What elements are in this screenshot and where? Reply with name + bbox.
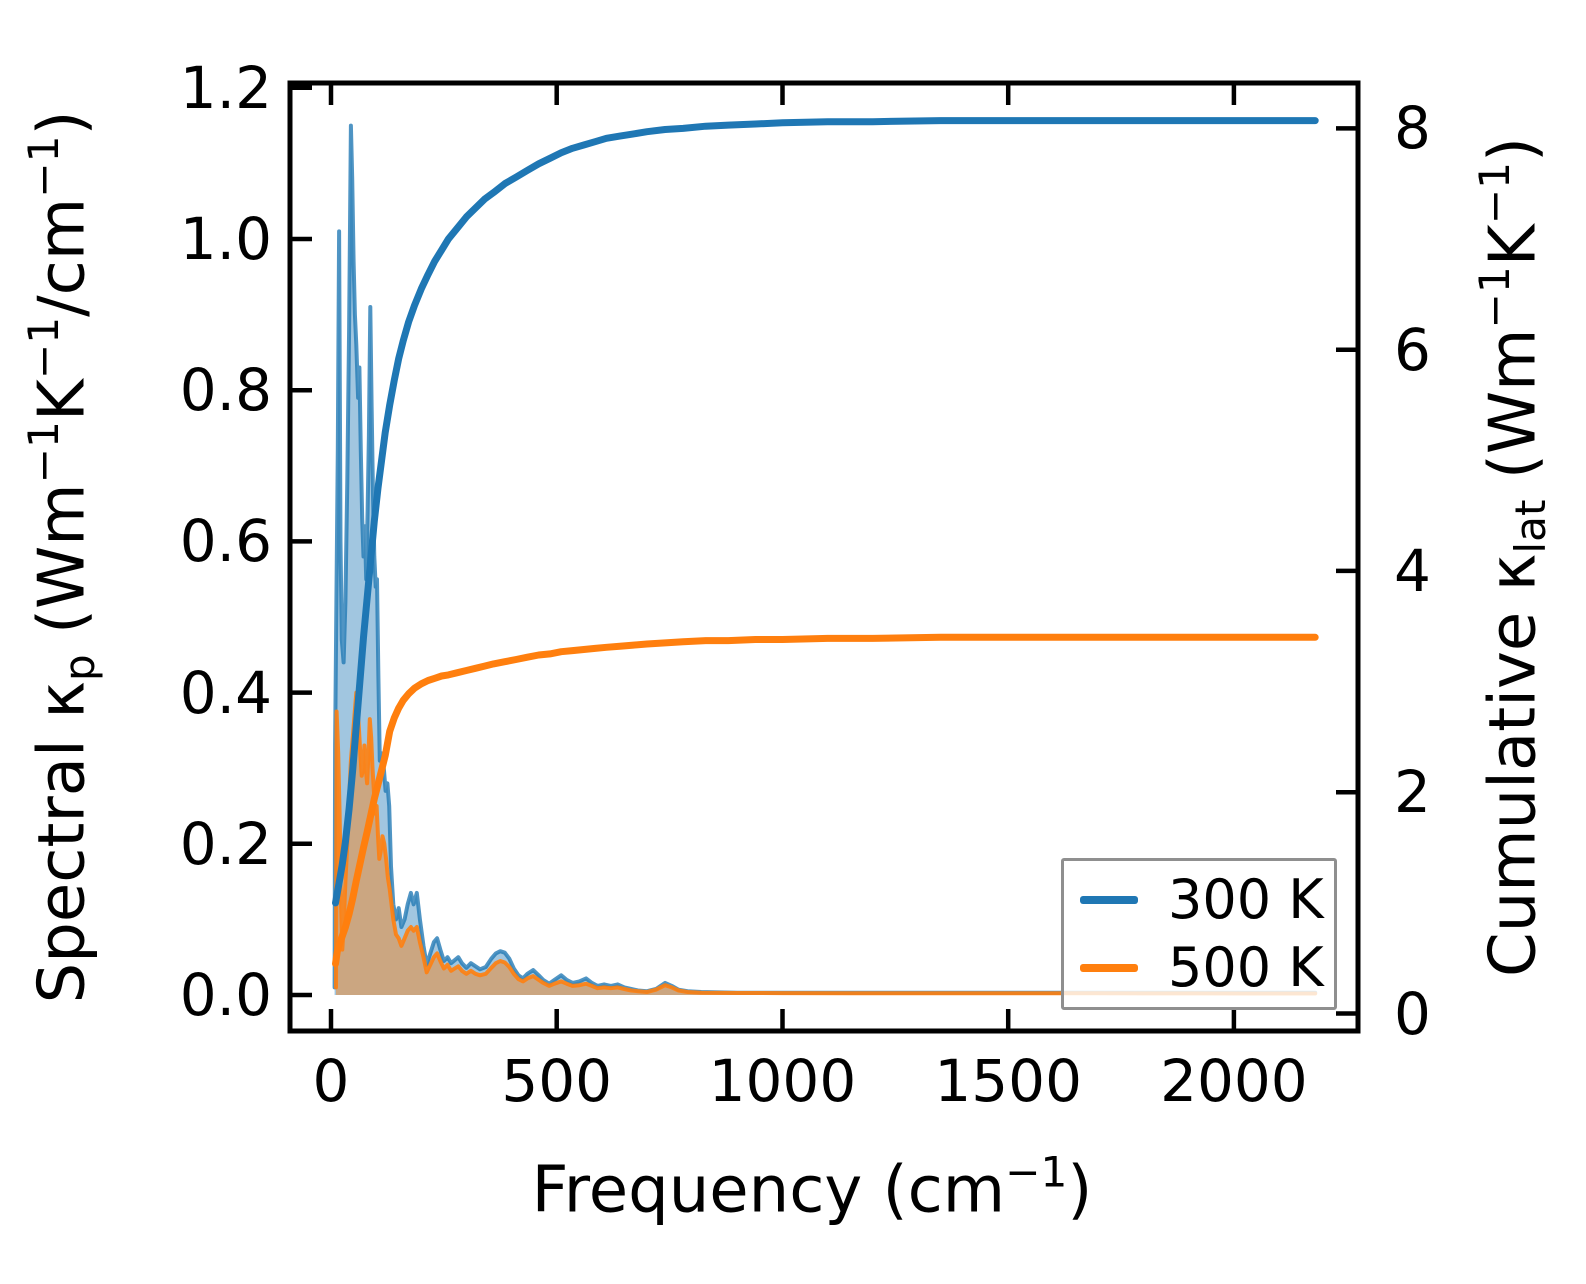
area-spectral-kp-500K	[336, 692, 1316, 995]
tick-marks	[290, 83, 1358, 1031]
y-left-tick-label-0.8: 0.8	[179, 356, 272, 425]
x-tick-label-2000: 2000	[1160, 1047, 1308, 1115]
y-right-tick-label-6: 6	[1394, 315, 1431, 384]
y-left-tick-label-0.6: 0.6	[179, 507, 272, 576]
x-tick-label-0: 0	[312, 1047, 350, 1115]
y-right-tick-label-4: 4	[1394, 536, 1431, 605]
y-right-tick-label-2: 2	[1394, 758, 1431, 827]
y-axis-label-right: Cumulative κlat (Wm−1K−1)	[1469, 137, 1555, 977]
legend-swatch-500k	[1080, 964, 1138, 972]
legend: 300 K 500 K	[1061, 858, 1337, 1010]
x-tick-label-500: 500	[501, 1047, 613, 1115]
legend-entry-500k: 500 K	[1080, 941, 1334, 995]
y-left-tick-label-1.2: 1.2	[179, 53, 272, 122]
y-left-tick-label-1.0: 1.0	[179, 205, 272, 273]
edge-spectral-kp-500K	[334, 690, 1318, 996]
x-tick-label-1000: 1000	[708, 1047, 857, 1115]
y-left-tick-label-0.2: 0.2	[179, 809, 272, 878]
y-left-tick-label-0.0: 0.0	[179, 961, 272, 1029]
line-cumulative-klat-500K	[332, 633, 1319, 968]
y-axis-label-left: Spectral κp (Wm−1K−1/cm−1)	[18, 110, 104, 1004]
legend-label: 500 K	[1168, 936, 1324, 999]
y-right-tick-label-8: 8	[1394, 94, 1431, 163]
x-tick-label-1500: 1500	[934, 1047, 1082, 1115]
x-axis-label: Frequency (cm−1)	[531, 1147, 1093, 1228]
axes-frame	[287, 80, 1361, 1034]
y-left-tick-label-0.4: 0.4	[179, 658, 272, 727]
legend-entry-300k: 300 K	[1080, 873, 1334, 927]
y-right-tick-label-0: 0	[1394, 979, 1431, 1048]
legend-label: 300 K	[1168, 868, 1324, 931]
legend-swatch-300k	[1080, 896, 1138, 904]
line-cumulative-klat-300K	[332, 117, 1319, 907]
